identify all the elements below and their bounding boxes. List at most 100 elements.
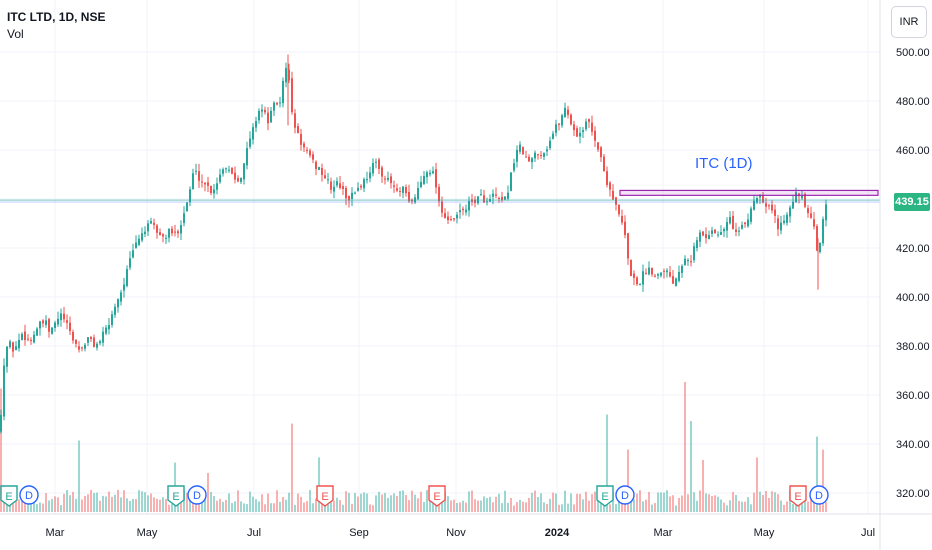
candle-body [678,271,680,281]
candle-body [426,172,428,178]
volume-bar [456,503,458,512]
volume-bar [366,493,368,512]
candle-body [276,102,278,105]
volume-bar [807,501,809,512]
volume-label[interactable]: Vol [7,27,24,41]
volume-bar [777,494,779,512]
earnings-marker[interactable]: E [0,485,18,507]
candle-body [747,219,749,227]
candle-body [627,233,629,259]
volume-bar [303,502,305,512]
price-overlays [0,189,880,203]
candle-body [108,325,110,330]
earnings-marker[interactable]: E [596,485,614,507]
resistance-zone[interactable] [619,189,879,196]
candle-body [663,270,665,272]
volume-bar [447,496,449,512]
volume-bar [522,501,524,512]
candle-body [597,142,599,150]
candle-body [225,168,227,170]
volume-bar [75,498,77,512]
candle-body [387,177,389,180]
candle-body [93,337,95,347]
volume-bar [204,490,206,512]
candle-body [231,167,233,174]
candle-body [516,149,518,162]
volume-bar [708,494,710,512]
candle-body [528,156,530,162]
volume-bar [252,496,254,512]
volume-bar [756,457,758,512]
candle-body [105,327,107,334]
volume-bar [651,504,653,512]
dividend-marker[interactable]: D [809,485,829,505]
volume-bar [333,500,335,512]
candle-body [486,201,488,203]
y-tick-label: 360.00 [896,390,930,402]
volume-bar [105,496,107,512]
volume-bar [96,492,98,512]
volume-bar [165,498,167,512]
volume-bar [570,493,572,512]
candle-body [570,114,572,125]
candle-body [666,270,668,273]
candle-body [330,181,332,190]
symbol-title[interactable]: ITC LTD, 1D, NSE [7,10,106,24]
volume-bar [546,504,548,512]
x-tick-label: May [754,527,775,539]
candle-body [123,284,125,291]
candle-body [360,185,362,188]
volume-bar [690,421,692,512]
earnings-marker[interactable]: E [167,485,185,507]
candle-body [252,127,254,140]
candle-body [195,170,197,172]
candle-body [618,204,620,215]
dividend-marker[interactable]: D [19,485,39,505]
candle-body [249,138,251,147]
candle-body [579,132,581,137]
candle-body [681,265,683,273]
dividend-marker[interactable]: D [615,485,635,505]
candle-body [636,277,638,285]
candle-body [606,171,608,185]
volume-bar [240,501,242,512]
volume-bar [282,497,284,512]
candle-body [459,210,461,213]
candle-body [381,167,383,177]
candle-body [504,196,506,200]
volume-bar [360,493,362,512]
earnings-marker[interactable]: E [789,485,807,507]
candle-body [480,194,482,196]
volume-bar [816,436,818,512]
chart-annotation[interactable]: ITC (1D) [695,155,753,172]
volume-bar [195,498,197,512]
dividend-marker[interactable]: D [187,485,207,505]
candle-body [204,182,206,185]
volume-bar [108,491,110,512]
candle-body [450,218,452,220]
candle-body [255,121,257,128]
candle-body [546,149,548,152]
volume-bar [375,495,377,512]
volume-bar [255,499,257,512]
candle-body [591,122,593,132]
volume-bar [285,499,287,512]
currency-selector[interactable]: INR [891,6,927,38]
earnings-marker[interactable]: E [428,485,446,507]
candle-body [177,231,179,234]
candle-body [216,183,218,190]
candle-body [534,152,536,159]
volume-bar [348,492,350,512]
candle-body [759,194,761,198]
volume-bar [795,499,797,512]
volume-bar [543,502,545,512]
candle-body [261,109,263,112]
volume-bar [18,499,20,512]
candle-body [159,232,161,236]
volume-bar [531,492,533,512]
earnings-marker[interactable]: E [316,485,334,507]
candle-body [186,202,188,212]
candle-body [711,230,713,234]
